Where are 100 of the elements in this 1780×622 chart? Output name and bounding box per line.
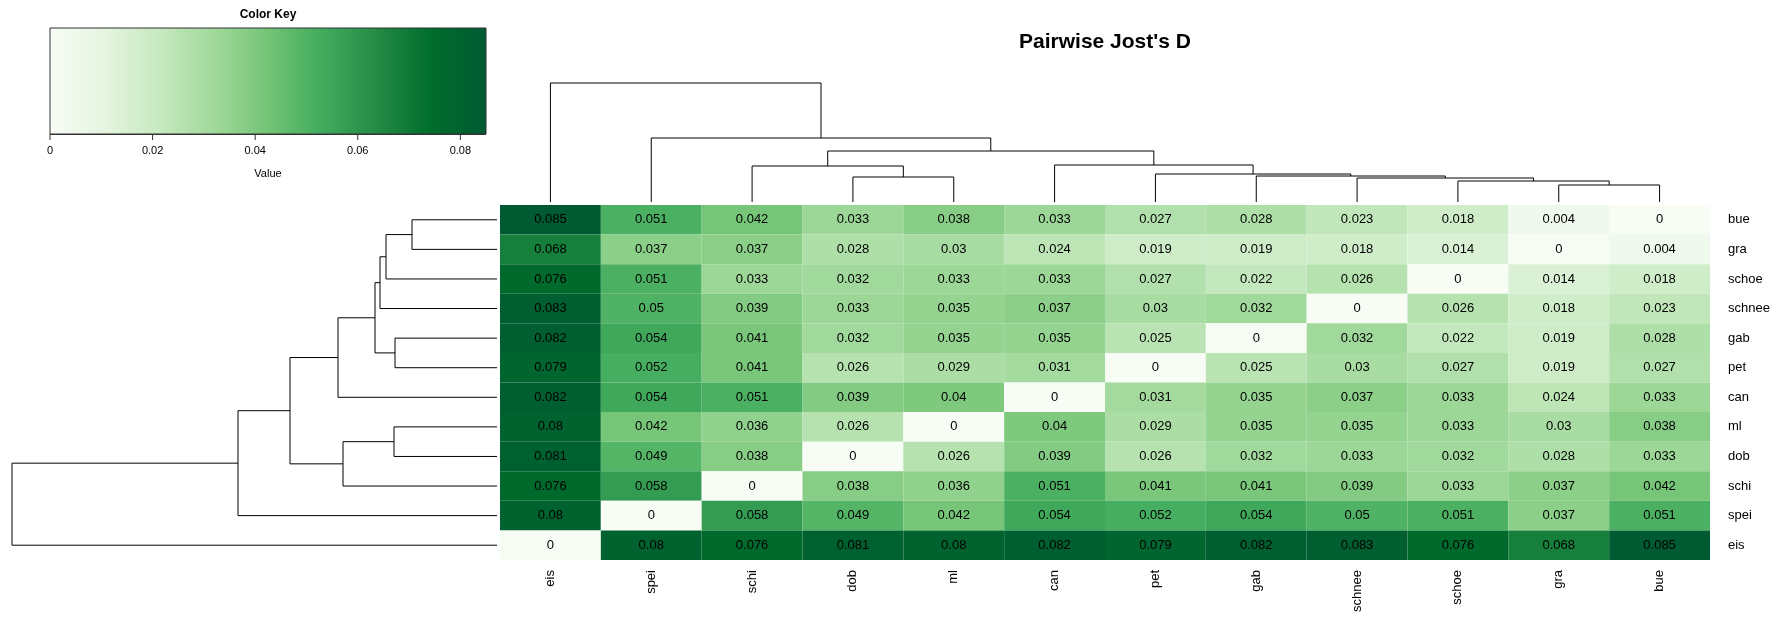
data-label: 0.035 bbox=[1239, 418, 1273, 434]
data-label: 0.058 bbox=[735, 507, 769, 523]
data-label: 0.025 bbox=[1239, 359, 1273, 375]
data-label: 0.004 bbox=[1643, 240, 1676, 256]
y-tick-label: pet bbox=[1728, 359, 1747, 375]
data-label: 0.023 bbox=[1643, 300, 1676, 316]
data-label: 0.058 bbox=[634, 477, 668, 493]
legend-title: Color Key bbox=[239, 7, 297, 22]
data-label: 0.018 bbox=[1340, 240, 1374, 256]
x-tick-label: schoe bbox=[1449, 570, 1465, 605]
data-label: 0.085 bbox=[534, 211, 567, 227]
data-label: 0.033 bbox=[836, 300, 870, 316]
data-label: 0.026 bbox=[937, 448, 971, 464]
data-label: 0.076 bbox=[534, 270, 567, 286]
data-label: 0.052 bbox=[634, 359, 668, 375]
data-label: 0.076 bbox=[735, 536, 769, 552]
y-tick-label: bue bbox=[1728, 211, 1750, 227]
data-label: 0.037 bbox=[1542, 477, 1576, 493]
data-label: 0.039 bbox=[836, 388, 870, 404]
data-label: 0.035 bbox=[937, 300, 971, 316]
data-label: 0.032 bbox=[836, 329, 870, 345]
data-label: 0.035 bbox=[937, 329, 971, 345]
data-label: 0.033 bbox=[1441, 477, 1475, 493]
data-label: 0.051 bbox=[1643, 507, 1676, 523]
data-label: 0.03 bbox=[1142, 300, 1169, 316]
data-label: 0.04 bbox=[941, 388, 967, 404]
data-label: 0.039 bbox=[735, 300, 769, 316]
data-label: 0.019 bbox=[1542, 329, 1576, 345]
data-label: 0.051 bbox=[634, 270, 668, 286]
y-tick-label: schi bbox=[1728, 477, 1752, 493]
data-label: 0.032 bbox=[1340, 329, 1374, 345]
data-label: 0.049 bbox=[634, 448, 668, 464]
data-label: 0.038 bbox=[1643, 418, 1676, 434]
data-label: 0.041 bbox=[1139, 477, 1172, 493]
data-label: 0.042 bbox=[634, 418, 668, 434]
data-label: 0.04 bbox=[1041, 418, 1068, 434]
data-label: 0.019 bbox=[1542, 359, 1576, 375]
data-label: 0.079 bbox=[534, 359, 567, 375]
data-label: 0.082 bbox=[1239, 536, 1273, 552]
data-label: 0.033 bbox=[1038, 270, 1071, 286]
y-tick-label: schnee bbox=[1728, 300, 1770, 316]
data-label: 0.083 bbox=[1340, 536, 1374, 552]
data-label: 0.051 bbox=[634, 211, 668, 227]
data-label: 0.085 bbox=[1643, 536, 1676, 552]
data-label: 0.054 bbox=[634, 329, 668, 345]
color-bar-label: 0.08 bbox=[449, 144, 472, 157]
data-label: 0.032 bbox=[836, 270, 870, 286]
data-label: 0.028 bbox=[1643, 329, 1676, 345]
color-bar-title: Value bbox=[254, 167, 282, 180]
data-label: 0.024 bbox=[1038, 240, 1071, 256]
x-tick-label: can bbox=[1046, 570, 1062, 591]
data-label: 0.026 bbox=[1139, 448, 1172, 464]
data-label: 0.052 bbox=[1139, 507, 1172, 523]
data-label: 0.03 bbox=[1546, 418, 1572, 434]
data-label: 0.082 bbox=[1038, 536, 1071, 552]
y-tick-label: gab bbox=[1728, 329, 1750, 345]
data-label: 0.032 bbox=[1441, 448, 1475, 464]
data-label: 0.03 bbox=[941, 240, 967, 256]
data-label: 0.03 bbox=[1344, 359, 1370, 375]
data-label: 0.029 bbox=[937, 359, 971, 375]
data-label: 0.054 bbox=[634, 388, 668, 404]
data-label: 0.038 bbox=[937, 211, 971, 227]
y-tick-label: eis bbox=[1728, 536, 1746, 552]
data-label: 0 bbox=[1050, 388, 1059, 404]
y-tick-label: gra bbox=[1728, 240, 1748, 256]
data-label: 0 bbox=[1454, 270, 1462, 286]
data-label: 0.025 bbox=[1139, 329, 1172, 345]
data-label: 0.082 bbox=[534, 329, 567, 345]
data-label: 0 bbox=[849, 448, 857, 464]
data-label: 0.019 bbox=[1239, 240, 1273, 256]
data-label: 0.054 bbox=[1239, 507, 1273, 523]
data-label: 0.035 bbox=[1239, 388, 1273, 404]
data-label: 0.018 bbox=[1643, 270, 1676, 286]
x-tick-label: schnee bbox=[1348, 570, 1364, 612]
data-label: 0.019 bbox=[1139, 240, 1172, 256]
x-tick-label: gab bbox=[1247, 570, 1263, 592]
data-label: 0.08 bbox=[941, 536, 967, 552]
data-label: 0.05 bbox=[1344, 507, 1370, 523]
data-label: 0.026 bbox=[1340, 270, 1374, 286]
data-label: 0.018 bbox=[1441, 211, 1475, 227]
data-label: 0.037 bbox=[735, 240, 769, 256]
data-label: 0.014 bbox=[1441, 240, 1475, 256]
data-label: 0.022 bbox=[1239, 270, 1273, 286]
data-label: 0 bbox=[1151, 359, 1160, 375]
data-label: 0.026 bbox=[836, 359, 870, 375]
x-tick-label: eis bbox=[541, 569, 557, 587]
x-tick-label: bue bbox=[1651, 570, 1667, 592]
data-label: 0 bbox=[1655, 211, 1664, 227]
data-label: 0.038 bbox=[735, 448, 769, 464]
data-label: 0.042 bbox=[1643, 477, 1676, 493]
data-label: 0.028 bbox=[1239, 211, 1273, 227]
data-label: 0.037 bbox=[1340, 388, 1374, 404]
y-tick-label: schoe bbox=[1728, 270, 1763, 286]
x-tick-label: gra bbox=[1550, 569, 1566, 589]
data-label: 0.031 bbox=[1139, 388, 1172, 404]
data-label: 0.039 bbox=[1340, 477, 1374, 493]
data-label: 0.08 bbox=[638, 536, 664, 552]
data-label: 0.024 bbox=[1542, 388, 1576, 404]
data-label: 0.042 bbox=[937, 507, 971, 523]
x-tick-label: schi bbox=[743, 569, 759, 594]
